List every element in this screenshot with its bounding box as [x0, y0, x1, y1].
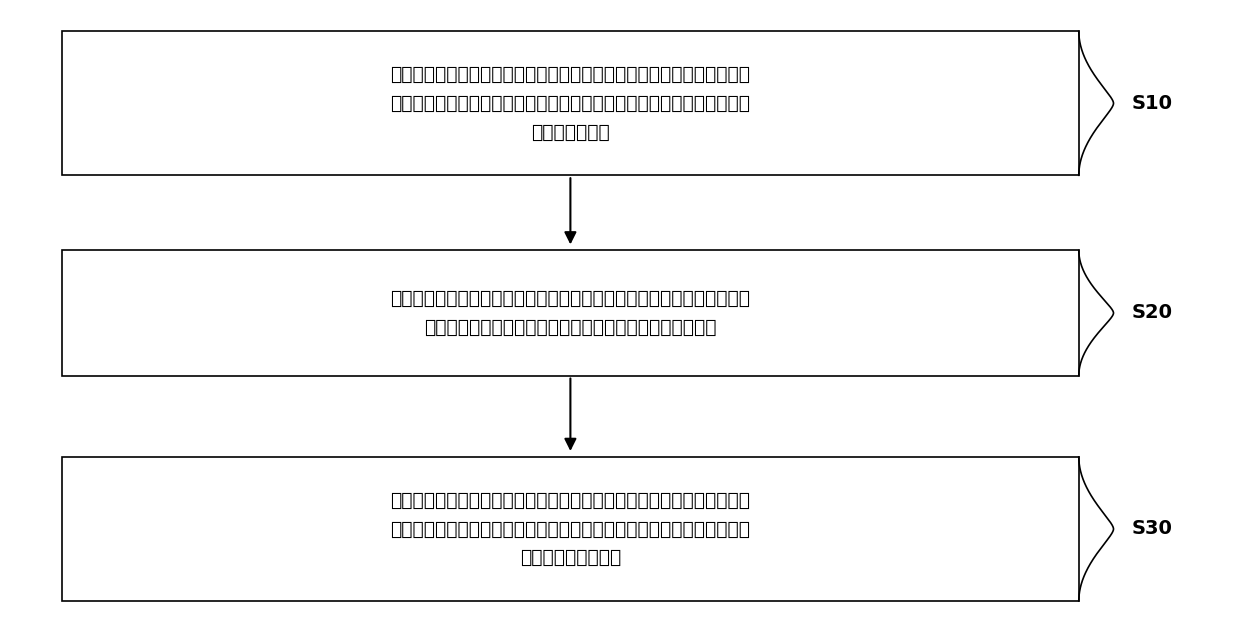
- Text: 对第一温度变化曲线和第二温度变化曲线进行数据拟合，得到用于表征炉
膛出口分区温度与单个风门间对应控制关系的第一传递函数，风门包括二
次风门或者燃尽风门: 对第一温度变化曲线和第二温度变化曲线进行数据拟合，得到用于表征炉 膛出口分区温度…: [391, 491, 750, 567]
- Text: S30: S30: [1132, 520, 1173, 538]
- Text: S20: S20: [1132, 304, 1173, 322]
- FancyBboxPatch shape: [62, 457, 1079, 601]
- FancyBboxPatch shape: [62, 250, 1079, 376]
- Text: 对目标锅炉的前墙和后墙分别进行单个燃尽风门性能测试，得到炉膛出口
分区在不同燃尽风门的不同挡板开度下的第二温度变化曲线: 对目标锅炉的前墙和后墙分别进行单个燃尽风门性能测试，得到炉膛出口 分区在不同燃尽…: [391, 289, 750, 337]
- Text: 针对指定负荷段，对目标锅炉的前墙和后墙分别进行单个二次风门性能测
试，得到目标锅炉的炉膛出口分区在不同二次风门的不同挡板开度下的第
一温度变化曲线: 针对指定负荷段，对目标锅炉的前墙和后墙分别进行单个二次风门性能测 试，得到目标锅…: [391, 65, 750, 141]
- Text: S10: S10: [1132, 94, 1173, 113]
- FancyBboxPatch shape: [62, 31, 1079, 175]
